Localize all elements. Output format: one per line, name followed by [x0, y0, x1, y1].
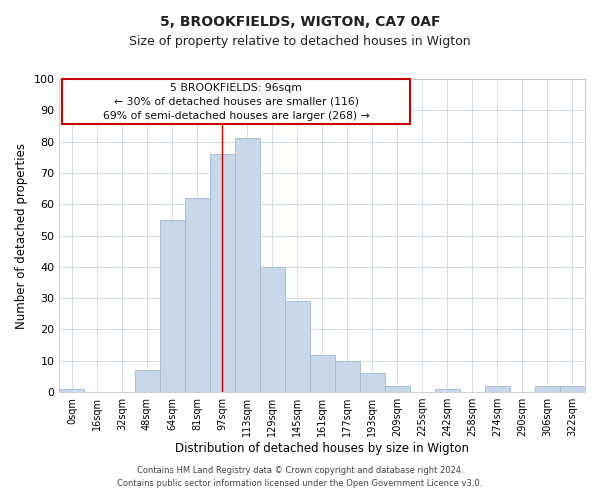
- Bar: [560, 386, 585, 392]
- Bar: [59, 389, 85, 392]
- Bar: [385, 386, 410, 392]
- Bar: [235, 138, 260, 392]
- Bar: [284, 302, 310, 392]
- Bar: [535, 386, 560, 392]
- Bar: [335, 361, 360, 392]
- Bar: [62, 79, 410, 124]
- Text: 5 BROOKFIELDS: 96sqm
← 30% of detached houses are smaller (116)
69% of semi-deta: 5 BROOKFIELDS: 96sqm ← 30% of detached h…: [103, 82, 370, 120]
- Bar: [435, 389, 460, 392]
- Y-axis label: Number of detached properties: Number of detached properties: [15, 142, 28, 328]
- Text: Size of property relative to detached houses in Wigton: Size of property relative to detached ho…: [129, 34, 471, 48]
- Bar: [160, 220, 185, 392]
- Bar: [209, 154, 235, 392]
- Bar: [134, 370, 160, 392]
- Bar: [310, 354, 335, 392]
- Bar: [485, 386, 510, 392]
- Text: Contains HM Land Registry data © Crown copyright and database right 2024.
Contai: Contains HM Land Registry data © Crown c…: [118, 466, 482, 487]
- Bar: [260, 267, 284, 392]
- Bar: [185, 198, 209, 392]
- Bar: [360, 374, 385, 392]
- X-axis label: Distribution of detached houses by size in Wigton: Distribution of detached houses by size …: [175, 442, 469, 455]
- Text: 5, BROOKFIELDS, WIGTON, CA7 0AF: 5, BROOKFIELDS, WIGTON, CA7 0AF: [160, 16, 440, 30]
